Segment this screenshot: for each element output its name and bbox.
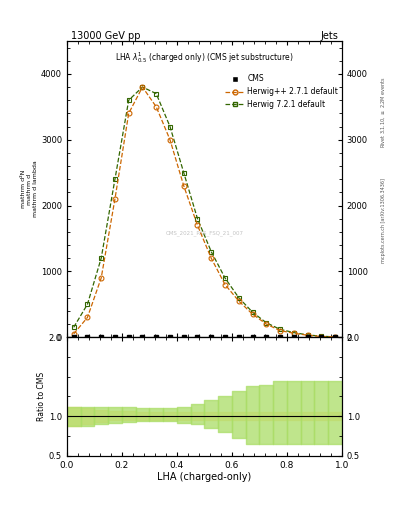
- Text: mcplots.cern.ch [arXiv:1306.3436]: mcplots.cern.ch [arXiv:1306.3436]: [381, 178, 386, 263]
- Y-axis label: Ratio to CMS: Ratio to CMS: [37, 372, 46, 421]
- Y-axis label: mathrm d²N
mathrm d
mathrm d lambda: mathrm d²N mathrm d mathrm d lambda: [22, 161, 38, 218]
- Text: LHA $\lambda^{1}_{0.5}$ (charged only) (CMS jet substructure): LHA $\lambda^{1}_{0.5}$ (charged only) (…: [115, 50, 294, 65]
- X-axis label: LHA (charged-only): LHA (charged-only): [157, 472, 252, 482]
- Text: Rivet 3.1.10, $\geq$ 2.2M events: Rivet 3.1.10, $\geq$ 2.2M events: [379, 77, 387, 148]
- Text: CMS_2021_PAS_FSQ_21_007: CMS_2021_PAS_FSQ_21_007: [165, 231, 243, 237]
- Text: Jets: Jets: [320, 31, 338, 41]
- Legend: CMS, Herwig++ 2.7.1 default, Herwig 7.2.1 default: CMS, Herwig++ 2.7.1 default, Herwig 7.2.…: [225, 74, 338, 109]
- Text: 13000 GeV pp: 13000 GeV pp: [71, 31, 140, 41]
